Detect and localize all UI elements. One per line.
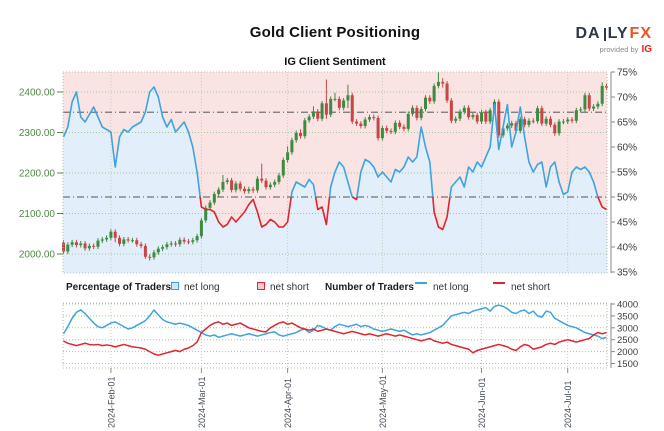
date-axis-tick-label: 2024-Apr-01 bbox=[283, 378, 293, 428]
count-axis-tick-label: 1500 bbox=[617, 359, 638, 370]
logo-tagline: provided by IG bbox=[599, 44, 652, 55]
count-axis-tick-label: 2500 bbox=[617, 335, 638, 346]
count-axis-tick-label: 4000 bbox=[617, 300, 638, 311]
percent-axis-tick-label: 55% bbox=[617, 168, 637, 179]
percent-net-short-swatch-icon bbox=[257, 282, 265, 290]
price-axis-tick-label: 2400.00 bbox=[19, 88, 56, 99]
ig-brand: IG bbox=[641, 44, 652, 55]
page-title: Gold Client Positioning bbox=[249, 24, 421, 41]
dailyfx-wordmark: DA LY FX bbox=[575, 26, 652, 42]
percent-axis-tick-label: 60% bbox=[617, 143, 637, 154]
price-axis-tick-label: 2100.00 bbox=[19, 209, 56, 220]
logo-i-bar bbox=[603, 27, 606, 41]
percent-axis-tick-label: 65% bbox=[617, 118, 637, 129]
legend-group-percentage: Percentage of Traders bbox=[66, 282, 172, 293]
count-axis-tick-label: 2000 bbox=[617, 347, 638, 358]
number-net-short-label: net short bbox=[511, 282, 550, 293]
percent-axis-tick-label: 35% bbox=[617, 268, 637, 279]
date-axis-tick-label: 2024-Feb-01 bbox=[106, 376, 116, 428]
number-of-traders-lines bbox=[62, 304, 607, 356]
gridlines bbox=[63, 72, 607, 368]
dailyfx-logo: DA LY FX provided by IG bbox=[575, 26, 652, 55]
date-axis-tick-label: 2024-Jul-01 bbox=[563, 380, 573, 428]
percent-axis-tick-label: 70% bbox=[617, 93, 637, 104]
date-axis-tick-label: 2024-Jun-01 bbox=[477, 377, 487, 428]
price-candles bbox=[62, 71, 608, 261]
logo-text-fx: FX bbox=[629, 25, 652, 42]
percent-net-long-swatch-icon bbox=[171, 282, 179, 290]
percent-axis-tick-label: 75% bbox=[617, 68, 637, 79]
percent-net-short-label: net short bbox=[270, 282, 309, 293]
count-axis-tick-label: 3500 bbox=[617, 311, 638, 322]
date-axis-tick-label: 2024-Mar-01 bbox=[197, 376, 207, 428]
percent-net-long-line bbox=[62, 86, 607, 231]
date-axis-tick-label: 2024-May-01 bbox=[378, 375, 388, 428]
price-axis-tick-label: 2000.00 bbox=[19, 250, 56, 261]
count-axis-tick-label: 3000 bbox=[617, 323, 638, 334]
logo-text-da: DA bbox=[575, 25, 601, 42]
percent-axis-tick-label: 45% bbox=[617, 218, 637, 229]
legend-group-number: Number of Traders bbox=[325, 282, 414, 293]
number-net-long-line-icon bbox=[415, 282, 427, 284]
percent-axis-tick-label: 40% bbox=[617, 243, 637, 254]
chart-subtitle: IG Client Sentiment bbox=[284, 56, 386, 68]
number-net-long-label: net long bbox=[433, 282, 469, 293]
percent-net-long-label: net long bbox=[184, 282, 220, 293]
chart-legend: Percentage of Traders net long net short… bbox=[63, 282, 607, 296]
percent-axis-tick-label: 50% bbox=[617, 193, 637, 204]
reference-lines bbox=[63, 111, 607, 198]
axes: 2400.00 2300.00 2200.00 2100.00 2000.00 75% 70… bbox=[19, 68, 638, 429]
price-axis-tick-label: 2300.00 bbox=[19, 128, 56, 139]
logo-text-ly: LY bbox=[607, 25, 629, 42]
number-net-short-line-icon bbox=[493, 282, 505, 284]
price-axis-tick-label: 2200.00 bbox=[19, 169, 56, 180]
